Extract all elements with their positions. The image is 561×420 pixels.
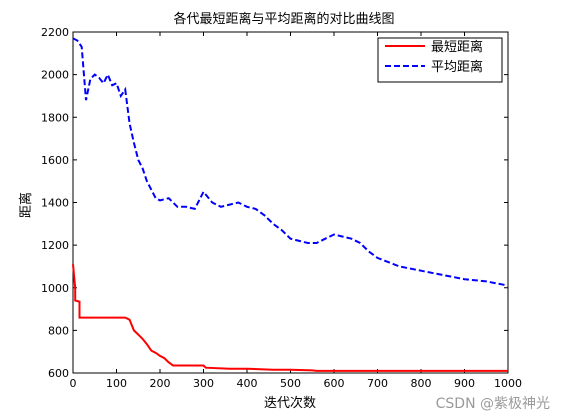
series-line-1	[72, 37, 509, 287]
y-tick-label: 2000	[41, 69, 69, 82]
y-tick-label: 1800	[41, 111, 69, 124]
legend-label-1: 平均距离	[431, 59, 483, 75]
x-tick-label: 300	[193, 377, 214, 390]
x-tick-label: 500	[280, 377, 301, 390]
y-tick-label: 1600	[41, 154, 69, 167]
y-axis-label: 距离	[18, 192, 34, 218]
plot-area	[72, 31, 509, 374]
series-layer	[72, 37, 509, 372]
y-tick-label: 2200	[41, 26, 69, 39]
chart-title: 各代最短距离与平均距离的对比曲线图	[173, 11, 394, 27]
y-tick-label: 600	[48, 367, 69, 380]
x-tick-label: 800	[411, 377, 432, 390]
x-tick-label: 900	[454, 377, 475, 390]
y-axis: 600 800 1000 1200 1400 1600 1800 2000 2200	[41, 26, 508, 380]
x-tick-label: 1000	[494, 377, 522, 390]
y-tick-label: 800	[48, 324, 69, 337]
x-axis-label: 迭代次数	[264, 395, 316, 411]
x-tick-label: 400	[237, 377, 258, 390]
y-tick-label: 1400	[41, 197, 69, 210]
x-tick-label: 700	[367, 377, 388, 390]
x-axis: 0 100 200 300 400 500 600 700 800 900 1000	[70, 32, 522, 390]
y-tick-label: 1200	[41, 239, 69, 252]
legend-label-0: 最短距离	[431, 39, 483, 55]
x-tick-label: 600	[324, 377, 345, 390]
y-tick-label: 1000	[41, 282, 69, 295]
x-tick-label: 0	[70, 377, 77, 390]
watermark: CSDN @紫极神光	[436, 396, 550, 412]
series-line-0	[72, 264, 508, 372]
x-tick-label: 200	[150, 377, 171, 390]
x-tick-label: 100	[106, 377, 127, 390]
